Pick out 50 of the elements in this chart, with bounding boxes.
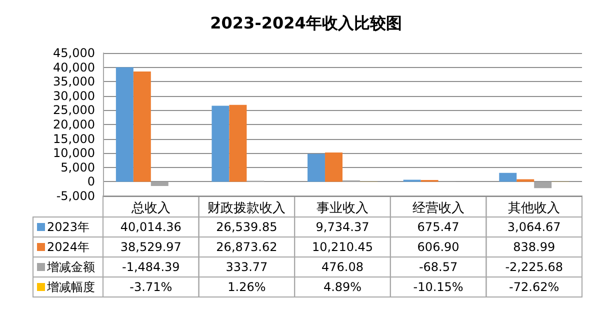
- y-tick-label: 40,000: [53, 60, 95, 74]
- data-label: 1.26%: [228, 280, 266, 294]
- bar: [308, 154, 326, 182]
- legend-label: 增减幅度: [46, 280, 95, 294]
- bar: [116, 67, 134, 182]
- data-label: -10.15%: [413, 280, 464, 294]
- data-label: -68.57: [418, 260, 458, 274]
- y-tick-label: 10,000: [53, 146, 95, 160]
- data-label: 476.08: [322, 260, 364, 274]
- y-tick-label: 45,000: [53, 46, 95, 60]
- chart-title: 2023-2024年收入比较图: [210, 14, 402, 32]
- data-label: -2,225.68: [505, 260, 563, 274]
- y-tick-label: 20,000: [53, 118, 95, 132]
- data-label: 3,064.67: [507, 220, 561, 234]
- data-label: 4.89%: [323, 280, 362, 294]
- data-label: 9,734.37: [316, 220, 370, 234]
- x-tick-label: 其他收入: [508, 201, 560, 216]
- y-tick-label: 30,000: [53, 88, 95, 103]
- data-label: -3.71%: [130, 280, 172, 294]
- legend-label: 2023年: [47, 220, 90, 234]
- bar: [325, 152, 342, 182]
- data-label: 26,873.62: [216, 240, 278, 254]
- data-label: 38,529.97: [120, 240, 182, 254]
- legend-label: 2024年: [47, 240, 90, 254]
- legend-label: 增减金额: [46, 260, 95, 274]
- y-tick-label: -5,000: [56, 189, 95, 203]
- data-label: 675.47: [417, 220, 460, 234]
- bar: [150, 182, 168, 186]
- data-label: 10,210.45: [312, 240, 374, 254]
- y-tick-label: 25,000: [53, 103, 95, 118]
- x-tick-label: 事业收入: [316, 201, 368, 216]
- bar: [229, 104, 247, 182]
- x-tick-label: 财政拨款收入: [208, 201, 286, 216]
- data-label: 333.77: [226, 260, 268, 274]
- x-tick-label: 经营收入: [412, 201, 464, 216]
- data-label: 838.99: [513, 240, 556, 254]
- bar: [133, 72, 151, 182]
- bar: [534, 182, 552, 188]
- y-tick-label: 0: [87, 174, 95, 189]
- data-label: -72.62%: [509, 280, 560, 294]
- y-tick-label: 5,000: [60, 160, 95, 174]
- bar: [499, 172, 517, 182]
- y-tick-label: 35,000: [53, 74, 95, 89]
- data-label: -1,484.39: [122, 260, 180, 274]
- x-tick-label: 总收入: [130, 201, 170, 216]
- y-tick-label: 15,000: [53, 132, 95, 146]
- data-label: 606.90: [417, 240, 460, 254]
- data-label: 40,014.36: [120, 220, 182, 234]
- data-label: 26,539.85: [216, 220, 278, 234]
- bar: [212, 106, 230, 182]
